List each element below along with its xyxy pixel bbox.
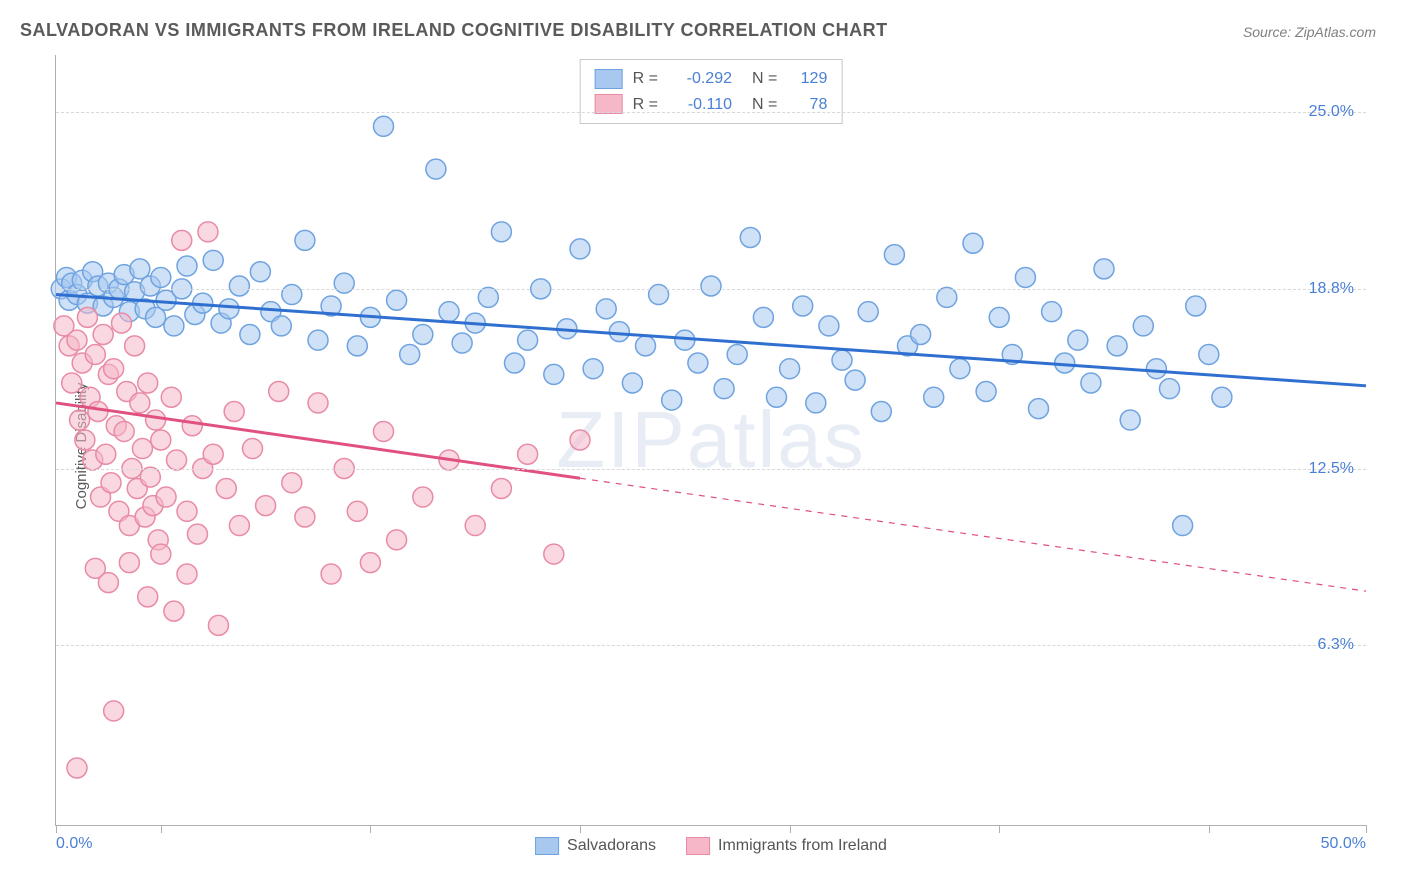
gridline [56, 469, 1366, 470]
trend-line-solid-series-0 [56, 295, 1366, 386]
legend-label-series-0: Salvadorans [567, 837, 656, 855]
y-tick-label: 6.3% [1318, 636, 1354, 654]
legend-n-label: N = [752, 66, 777, 92]
legend-r-label: R = [633, 66, 658, 92]
x-axis-min-label: 0.0% [56, 835, 92, 853]
source-credit: Source: ZipAtlas.com [1243, 24, 1376, 40]
legend-swatch-bottom-0 [535, 837, 559, 855]
legend-item-series-1: Immigrants from Ireland [686, 837, 887, 855]
x-tick [580, 825, 581, 833]
chart-title: SALVADORAN VS IMMIGRANTS FROM IRELAND CO… [20, 20, 888, 41]
legend-label-series-1: Immigrants from Ireland [718, 837, 887, 855]
gridline [56, 112, 1366, 113]
legend-item-series-0: Salvadorans [535, 837, 656, 855]
trend-lines-layer [56, 55, 1366, 825]
gridline [56, 645, 1366, 646]
x-tick [1366, 825, 1367, 833]
gridline [56, 289, 1366, 290]
legend-swatch-series-0 [595, 69, 623, 89]
legend-swatch-bottom-1 [686, 837, 710, 855]
plot-area: ZIPatlas R = -0.292 N = 129 R = -0.110 N… [55, 55, 1366, 826]
legend-n-label: N = [752, 92, 777, 118]
y-tick-label: 12.5% [1309, 460, 1354, 478]
legend-row-series-0: R = -0.292 N = 129 [595, 66, 828, 92]
legend-r-value-0: -0.292 [668, 66, 732, 92]
legend-statistics: R = -0.292 N = 129 R = -0.110 N = 78 [580, 59, 843, 124]
legend-row-series-1: R = -0.110 N = 78 [595, 92, 828, 118]
x-axis-max-label: 50.0% [1321, 835, 1366, 853]
y-tick-label: 25.0% [1309, 103, 1354, 121]
y-tick-label: 18.8% [1309, 280, 1354, 298]
legend-r-label: R = [633, 92, 658, 118]
x-tick [790, 825, 791, 833]
legend-n-value-0: 129 [787, 66, 827, 92]
x-tick [370, 825, 371, 833]
x-tick [999, 825, 1000, 833]
x-tick [1209, 825, 1210, 833]
legend-n-value-1: 78 [787, 92, 827, 118]
x-tick [56, 825, 57, 833]
legend-r-value-1: -0.110 [668, 92, 732, 118]
chart-container: SALVADORAN VS IMMIGRANTS FROM IRELAND CO… [0, 0, 1406, 892]
trend-line-solid-series-1 [56, 403, 580, 478]
legend-series-names: Salvadorans Immigrants from Ireland [535, 837, 887, 855]
trend-line-dashed-series-1 [580, 478, 1366, 591]
x-tick [161, 825, 162, 833]
